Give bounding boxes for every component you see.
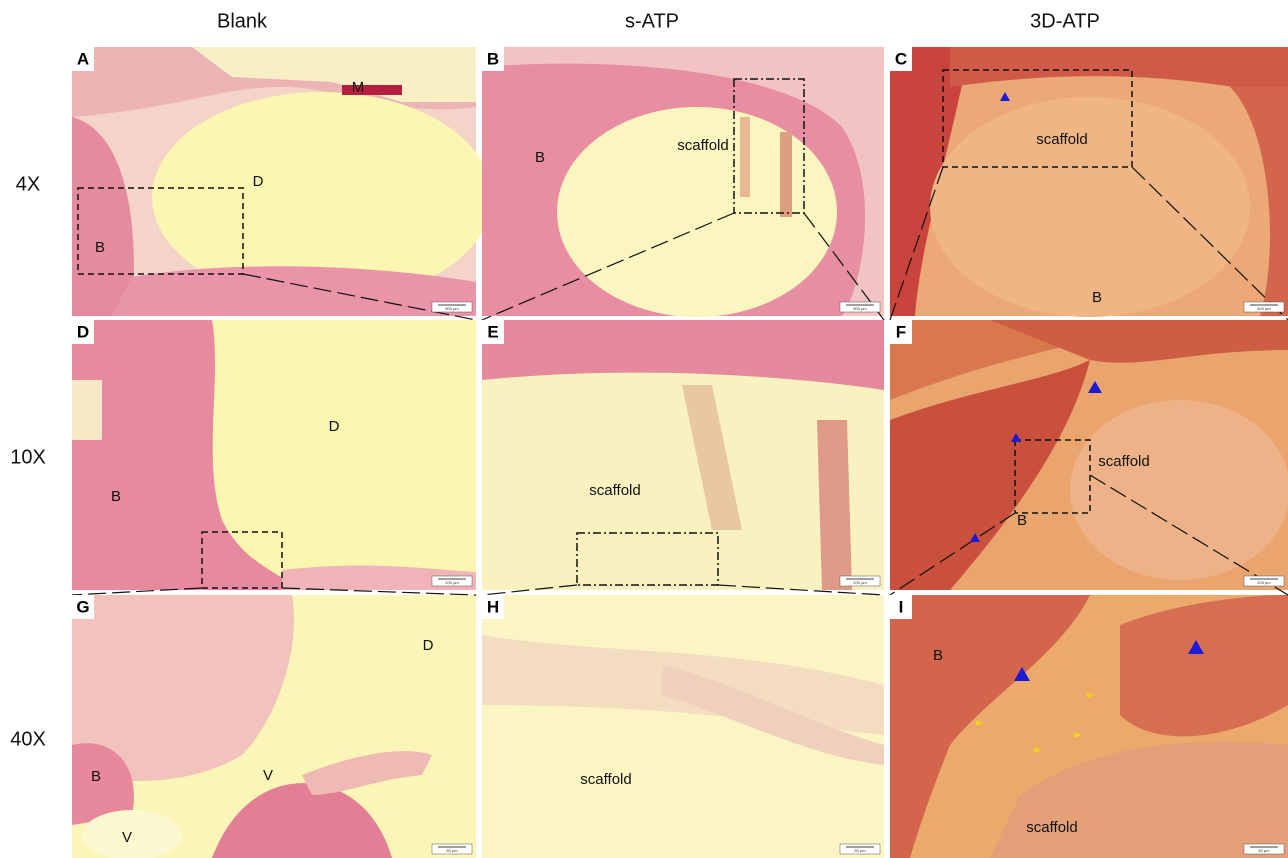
scale-bar-label: 500 µm xyxy=(445,306,459,311)
panel-letter: H xyxy=(487,597,499,616)
row-label: 40X xyxy=(10,728,46,750)
scale-bar-label: 200 µm xyxy=(853,580,867,585)
scale-bar-label: 200 µm xyxy=(445,580,459,585)
panel-c xyxy=(890,47,1288,317)
scale-bar-label: 500 µm xyxy=(1257,306,1271,311)
scale-bar-label: 200 µm xyxy=(1257,580,1271,585)
panel-letter: E xyxy=(487,322,498,341)
annotation: B xyxy=(95,239,105,256)
annotation: scaffold xyxy=(580,771,631,788)
annotation: B xyxy=(1092,289,1102,306)
panel-a xyxy=(72,47,492,316)
panel-b xyxy=(482,47,884,317)
panel-d xyxy=(72,320,476,590)
annotation: D xyxy=(253,173,264,190)
scale-bar-label: 50 µm xyxy=(1258,848,1270,853)
panel-letter: D xyxy=(77,322,89,341)
annotation: V xyxy=(122,829,132,846)
annotation: B xyxy=(111,488,121,505)
panel-f xyxy=(890,320,1288,590)
annotation: scaffold xyxy=(1036,131,1087,148)
annotation: D xyxy=(423,637,434,654)
annotation: scaffold xyxy=(1026,819,1077,836)
annotation: V xyxy=(263,767,273,784)
panel-letter: G xyxy=(76,597,89,616)
panel-h xyxy=(482,595,884,858)
column-header: s-ATP xyxy=(625,10,679,32)
annotation: D xyxy=(329,418,340,435)
annotation: B xyxy=(1017,512,1027,529)
annotation: B xyxy=(535,149,545,166)
panel-g xyxy=(72,595,476,858)
annotation: scaffold xyxy=(677,137,728,154)
figure: Blank s-ATP 3D-ATP 4X 10X 40X A M D B 500 µm B Bscaf… xyxy=(0,0,1288,858)
panel-e xyxy=(482,320,884,590)
panel-letter: B xyxy=(487,49,499,68)
scale-bar-label: 500 µm xyxy=(853,306,867,311)
scale-bar-label: 50 µm xyxy=(854,848,866,853)
annotation: scaffold xyxy=(1098,453,1149,470)
panel-letter: A xyxy=(77,49,89,68)
column-header: 3D-ATP xyxy=(1030,10,1100,32)
panel-i xyxy=(890,595,1288,858)
row-label: 10X xyxy=(10,446,46,468)
panel-letter: I xyxy=(899,597,904,616)
panel-letter: C xyxy=(895,49,907,68)
panel-letter: F xyxy=(896,322,906,341)
scale-bar-label: 50 µm xyxy=(446,848,458,853)
column-header: Blank xyxy=(217,10,268,32)
annotation: B xyxy=(933,647,943,664)
annotation: B xyxy=(91,768,101,785)
annotation: M xyxy=(352,79,365,96)
row-label: 4X xyxy=(16,173,40,195)
annotation: scaffold xyxy=(589,482,640,499)
